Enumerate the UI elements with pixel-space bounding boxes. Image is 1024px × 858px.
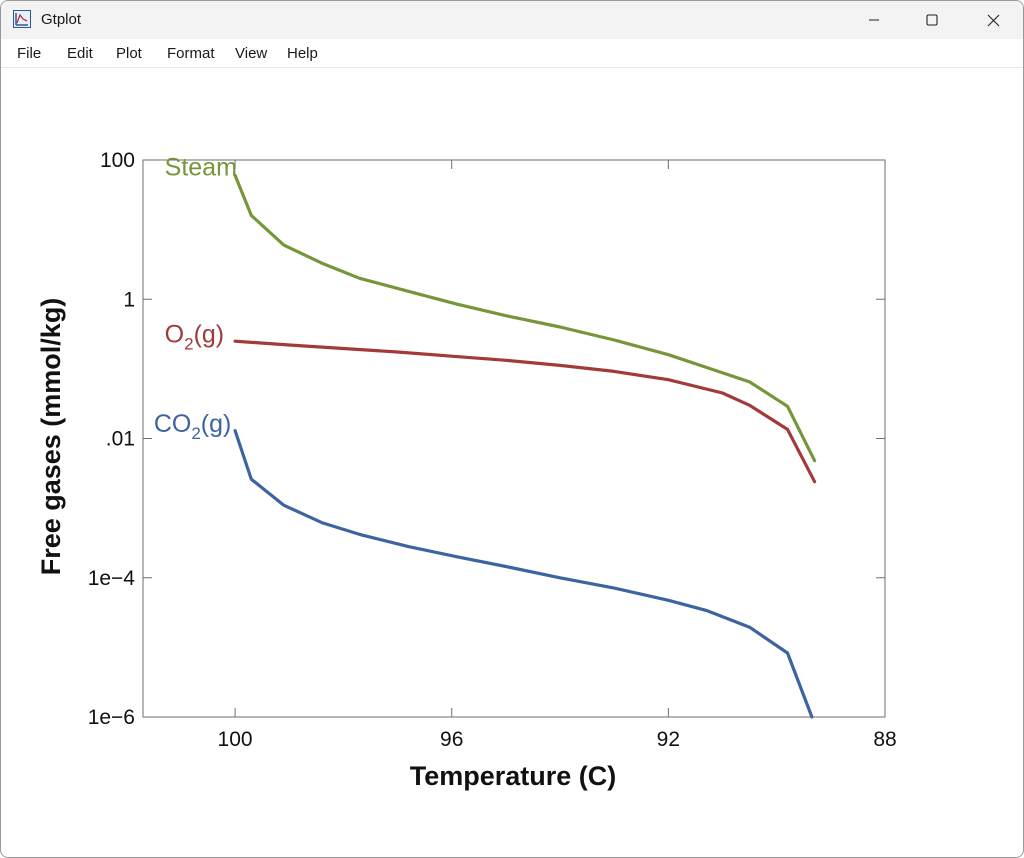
y-tick-label: .01	[106, 428, 135, 451]
x-tick-label: 100	[218, 728, 253, 751]
x-axis-label: Temperature (C)	[410, 761, 617, 791]
series-line-o2	[233, 339, 817, 484]
window-title: Gtplot	[41, 11, 82, 28]
close-icon	[987, 14, 999, 26]
menu-file[interactable]: File	[17, 45, 42, 62]
maximize-button[interactable]	[902, 1, 962, 39]
x-tick-label: 92	[657, 728, 680, 751]
menu-plot[interactable]: Plot	[116, 45, 142, 62]
x-tick-label: 88	[873, 728, 896, 751]
gtplot-app-icon[interactable]	[13, 10, 31, 28]
menu-edit[interactable]: Edit	[67, 45, 93, 62]
series-line-steam	[233, 173, 817, 463]
menu-bar: File Edit Plot Format View Help	[1, 39, 1023, 68]
plot-frame	[142, 159, 886, 718]
series-label-co2: CO2(g)	[154, 410, 232, 443]
y-tick-label: 1e−6	[88, 706, 135, 729]
y-tick-label: 1e−4	[88, 567, 136, 590]
y-axis-label: Free gases (mmol/kg)	[36, 298, 66, 576]
close-button[interactable]	[963, 1, 1023, 39]
series-label-steam: Steam	[165, 153, 237, 181]
x-tick-label: 96	[440, 728, 463, 751]
maximize-icon	[926, 14, 938, 26]
minimize-icon	[869, 19, 879, 21]
series-line-co2	[233, 429, 814, 719]
minimize-button[interactable]	[844, 1, 904, 39]
y-tick-label: 1	[123, 288, 135, 311]
title-bar[interactable]: Gtplot	[1, 1, 1023, 39]
menu-help[interactable]: Help	[287, 45, 318, 62]
y-tick-label: 100	[100, 149, 135, 172]
series-label-o2: O2(g)	[165, 320, 224, 353]
menu-view[interactable]: View	[235, 45, 268, 62]
menu-format[interactable]: Format	[167, 45, 215, 62]
